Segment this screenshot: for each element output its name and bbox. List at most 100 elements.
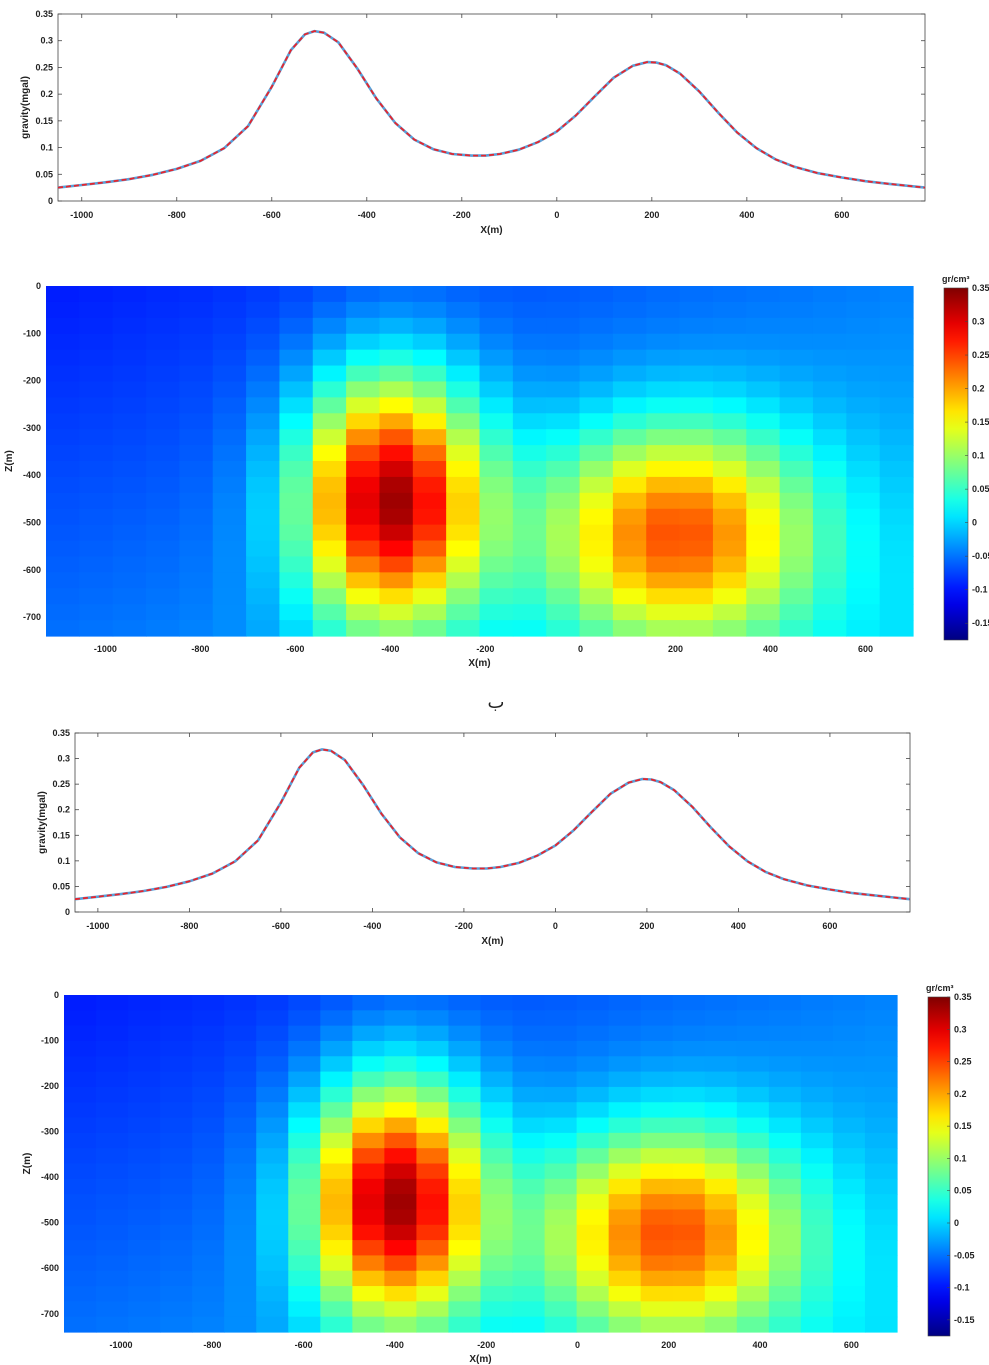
- heatmap-cell: [646, 461, 681, 478]
- heatmap-cell: [704, 1194, 738, 1211]
- x-tick-label: -600: [272, 921, 290, 931]
- heatmap-cell: [416, 1178, 450, 1195]
- heatmap-cell: [864, 1117, 898, 1134]
- heatmap-cell: [736, 1301, 770, 1318]
- heatmap-cell: [746, 317, 781, 335]
- heatmap-cell: [832, 1240, 866, 1257]
- x-axis-label: X(m): [468, 658, 490, 669]
- heatmap-cell: [128, 1086, 161, 1103]
- x-tick-label: -600: [263, 210, 281, 220]
- y-tick-label: 0.2: [57, 805, 70, 815]
- heatmap-cell: [768, 1132, 802, 1149]
- heatmap-cell: [79, 476, 114, 494]
- heatmap-cell: [46, 572, 80, 589]
- heatmap-cell: [608, 1163, 642, 1180]
- heatmap-cell: [846, 301, 881, 319]
- heatmap-cell: [512, 1148, 546, 1165]
- heatmap-cell: [768, 1209, 802, 1226]
- heatmap-cell: [412, 588, 447, 605]
- heatmap-cell: [446, 556, 481, 573]
- heatmap-cell: [146, 413, 180, 430]
- heatmap-cell: [640, 1255, 674, 1272]
- heatmap-cell: [416, 1240, 450, 1257]
- heatmap-cell: [352, 1163, 385, 1180]
- heatmap-cell: [384, 1132, 418, 1149]
- heatmap-cell: [736, 1286, 770, 1302]
- heatmap-cell: [246, 461, 281, 478]
- heatmap-cell: [608, 1255, 642, 1272]
- top-density-chart: -1000 -800 -600 -400 -200 0 200 400 600 0 -100 -200…: [4, 274, 989, 669]
- heatmap-cell: [246, 508, 281, 526]
- heatmap-cell: [679, 429, 714, 446]
- heatmap-cell: [712, 445, 747, 462]
- heatmap-cell: [179, 286, 214, 303]
- heatmap-cell: [704, 1040, 738, 1057]
- heatmap-cell: [646, 286, 681, 303]
- heatmap-cell: [704, 1071, 738, 1088]
- heatmap-cell: [672, 1010, 706, 1027]
- heatmap-cell: [160, 1255, 193, 1272]
- heatmap-cell: [812, 349, 847, 367]
- heatmap-cell: [224, 1286, 257, 1302]
- heatmap-cell: [212, 461, 247, 478]
- heatmap-cell: [446, 413, 481, 430]
- heatmap-cell: [800, 1148, 834, 1165]
- x-tick-label: -800: [168, 210, 186, 220]
- heatmap-cell: [832, 1025, 866, 1042]
- heatmap-cell: [256, 1025, 289, 1042]
- heatmap-cell: [79, 397, 114, 414]
- heatmap-cell: [736, 995, 770, 1011]
- heatmap-cell: [146, 397, 180, 414]
- heatmap-cell: [446, 524, 481, 542]
- heatmap-cell: [179, 317, 214, 335]
- heatmap-cell: [79, 301, 114, 319]
- heatmap-cell: [779, 413, 814, 430]
- heatmap-cell: [879, 476, 914, 494]
- heatmap-cell: [704, 1010, 738, 1027]
- heatmap-cell: [448, 1178, 482, 1195]
- heatmap-cell: [160, 1025, 193, 1042]
- heatmap-cell: [416, 1255, 450, 1272]
- heatmap-cell: [46, 445, 80, 462]
- heatmap-cell: [312, 461, 347, 478]
- heatmap-cell: [879, 413, 914, 430]
- heatmap-cell: [608, 1286, 642, 1302]
- heatmap-cell: [546, 445, 581, 462]
- heatmap-cell: [384, 1224, 418, 1241]
- heatmap-cell: [640, 1086, 674, 1103]
- heatmap-cell: [579, 476, 614, 494]
- heatmap-cell: [640, 1270, 674, 1287]
- y-tick-label: -600: [41, 1263, 59, 1273]
- heatmap-cell: [46, 604, 80, 621]
- heatmap-cell: [212, 588, 247, 605]
- heatmap-cell: [96, 1040, 129, 1057]
- heatmap-cell: [512, 524, 547, 542]
- heatmap-cell: [279, 620, 314, 637]
- heatmap-cell: [128, 1178, 161, 1195]
- heatmap-cell: [479, 461, 514, 478]
- heatmap-cell: [544, 1255, 578, 1272]
- heatmap-cell: [704, 1132, 738, 1149]
- heatmap-cell: [160, 1132, 193, 1149]
- heatmap-cell: [812, 429, 847, 446]
- heatmap-cell: [512, 429, 547, 446]
- heatmap-cell: [512, 301, 547, 319]
- heatmap-cell: [224, 1270, 257, 1287]
- heatmap-cell: [352, 1010, 385, 1027]
- heatmap-cell: [224, 1086, 257, 1103]
- heatmap-cell: [448, 1224, 482, 1241]
- heatmap-cell: [212, 349, 247, 367]
- heatmap-cell: [579, 301, 614, 319]
- heatmap-cell: [46, 413, 80, 430]
- heatmap-cell: [546, 492, 581, 510]
- heatmap-cell: [812, 492, 847, 510]
- heatmap-cell: [346, 620, 381, 637]
- heatmap-cell: [379, 604, 414, 621]
- heatmap-cell: [312, 429, 347, 446]
- heatmap-cell: [279, 301, 314, 319]
- heatmap-cell: [704, 1102, 738, 1119]
- heatmap-cell: [608, 1178, 642, 1195]
- heatmap-cell: [512, 1117, 546, 1134]
- heatmap-cell: [412, 508, 447, 526]
- heatmap-cell: [288, 1148, 321, 1165]
